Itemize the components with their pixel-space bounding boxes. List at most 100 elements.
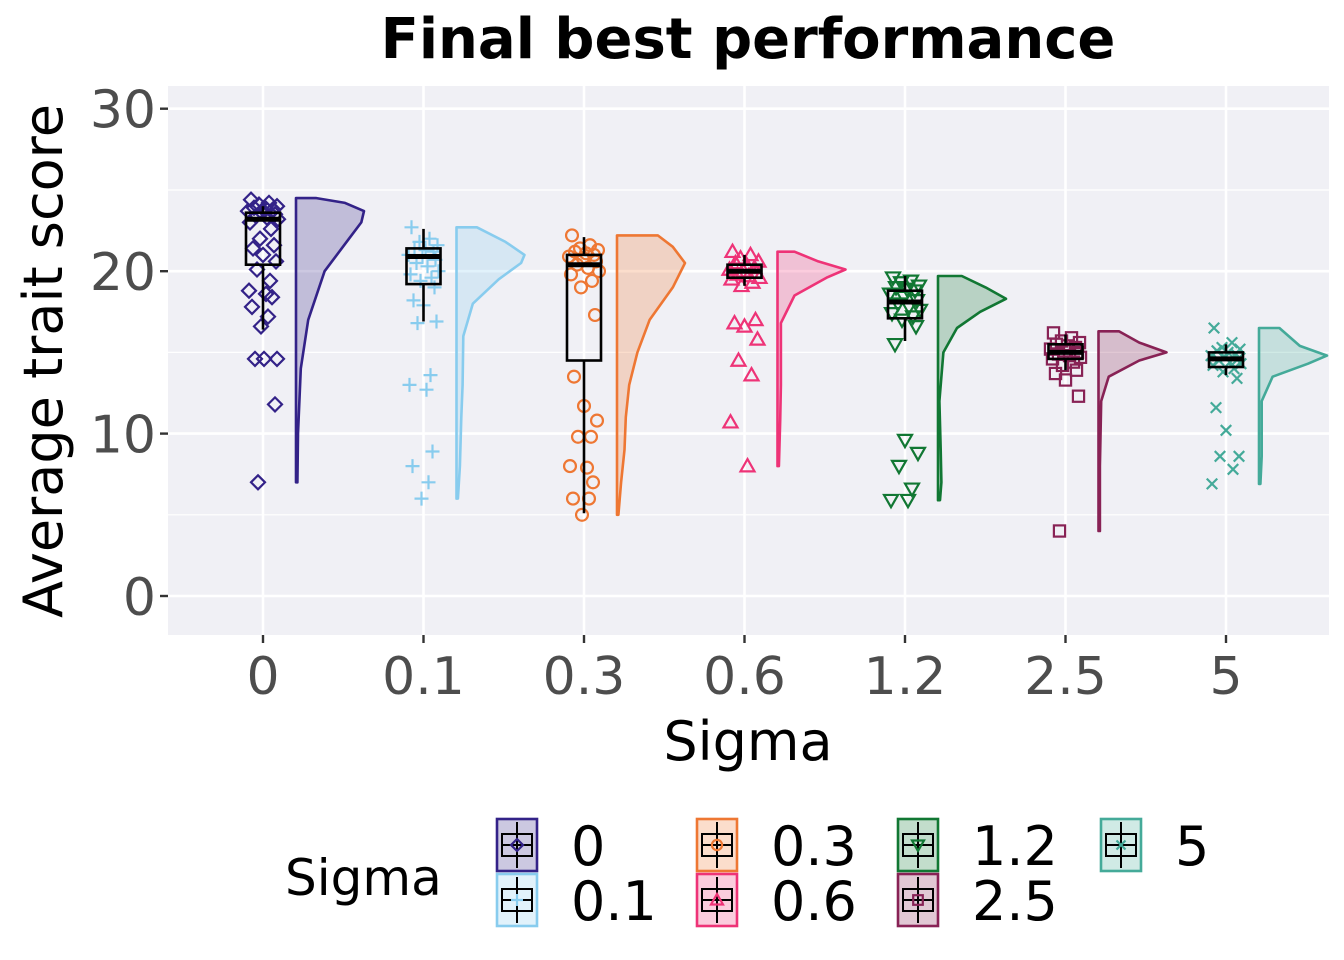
data-point — [1230, 372, 1244, 385]
legend-item: 0.6 — [695, 870, 857, 933]
series-group — [401, 220, 526, 506]
violin-half — [1097, 330, 1168, 533]
data-point — [574, 507, 590, 522]
x-tick-label: 1.2 — [864, 647, 947, 707]
y-tick-label: 10 — [90, 406, 156, 466]
legend-item: 5 — [1099, 815, 1209, 878]
data-point — [584, 273, 600, 288]
x-axis-title: Sigma — [663, 710, 832, 773]
legend-key-marker — [710, 838, 724, 852]
legend-key-marker — [511, 894, 523, 906]
data-point — [573, 280, 589, 295]
data-point — [251, 230, 269, 248]
series-group — [561, 228, 687, 522]
data-point — [1226, 463, 1240, 476]
data-point — [424, 270, 439, 285]
data-point — [565, 491, 581, 506]
data-point — [1213, 450, 1227, 463]
violin-half — [936, 274, 1008, 502]
y-tick-label: 0 — [123, 568, 156, 628]
legend-key-marker — [910, 839, 926, 854]
data-point — [726, 253, 745, 270]
data-point — [243, 298, 261, 316]
data-point — [886, 337, 904, 354]
data-point — [1058, 373, 1073, 387]
data-point — [263, 288, 281, 306]
violin-half — [1257, 326, 1329, 486]
data-point — [902, 274, 920, 291]
legend-label: 2.5 — [972, 870, 1058, 933]
legend-label: 0.6 — [771, 870, 857, 933]
legend-label: 0 — [571, 815, 605, 878]
data-point — [741, 245, 760, 262]
data-point — [431, 264, 446, 279]
data-point — [254, 246, 272, 264]
data-point — [1069, 363, 1084, 377]
data-point — [742, 365, 761, 382]
legend-key-marker — [709, 891, 725, 906]
data-point — [882, 493, 900, 510]
data-point — [425, 444, 440, 459]
data-point — [414, 491, 429, 506]
data-point — [896, 433, 914, 450]
data-point — [881, 287, 899, 304]
data-layer — [239, 191, 1329, 538]
x-tick-label: 0.3 — [543, 647, 626, 707]
legend-title: Sigma — [285, 849, 442, 907]
data-point — [420, 259, 435, 274]
data-point — [405, 459, 420, 474]
legend-key-marker — [912, 894, 924, 906]
data-point — [1227, 362, 1241, 375]
series-group — [881, 271, 1008, 510]
legend: Sigma 00.1 0.30.6 1.22.5 5 — [285, 815, 1209, 933]
data-point — [564, 228, 580, 243]
series-group — [1204, 321, 1329, 490]
series-group — [720, 242, 847, 473]
data-point — [404, 220, 419, 235]
data-point — [406, 293, 421, 308]
data-point — [907, 320, 925, 336]
x-axis: 0 0.1 0.3 0.6 1.2 2.5 5 — [246, 635, 1243, 707]
violin-half — [455, 226, 526, 500]
y-tick-label: 30 — [90, 81, 156, 141]
data-point — [579, 460, 595, 475]
plot-panel — [168, 86, 1329, 635]
y-axis-title: Average trait score — [12, 104, 75, 618]
data-point — [566, 369, 582, 384]
box-iqr — [565, 253, 603, 362]
data-point — [429, 314, 444, 329]
box-iqr — [405, 247, 442, 286]
data-point — [413, 273, 428, 288]
legend-item: 0.1 — [495, 870, 657, 933]
box-iqr — [244, 211, 282, 266]
data-point — [1052, 524, 1067, 538]
data-point — [255, 350, 273, 368]
legend-item: 0.3 — [695, 815, 857, 878]
data-point — [1205, 477, 1219, 490]
data-point — [422, 231, 437, 246]
data-point — [1071, 389, 1086, 403]
y-tick-label: 20 — [90, 243, 156, 303]
violin-half — [615, 234, 687, 517]
data-point — [889, 297, 907, 313]
data-point — [738, 456, 757, 473]
data-point — [1209, 401, 1223, 414]
legend-label: 0.1 — [571, 870, 657, 933]
data-point — [563, 267, 579, 282]
data-point — [746, 310, 765, 327]
y-axis: 0 10 20 30 — [90, 81, 168, 628]
data-point — [748, 330, 767, 346]
data-point — [1207, 321, 1221, 335]
x-tick-label: 0.6 — [703, 647, 786, 707]
legend-label: 0.3 — [771, 815, 857, 878]
data-point — [884, 271, 902, 287]
data-point — [419, 382, 434, 397]
series-group — [1043, 326, 1168, 538]
data-point — [266, 395, 284, 413]
data-point — [261, 272, 279, 290]
data-point — [248, 260, 266, 279]
x-tick-label: 5 — [1209, 647, 1242, 707]
x-tick-label: 0.1 — [382, 647, 465, 707]
legend-key-marker — [509, 837, 525, 853]
data-point — [262, 220, 280, 238]
